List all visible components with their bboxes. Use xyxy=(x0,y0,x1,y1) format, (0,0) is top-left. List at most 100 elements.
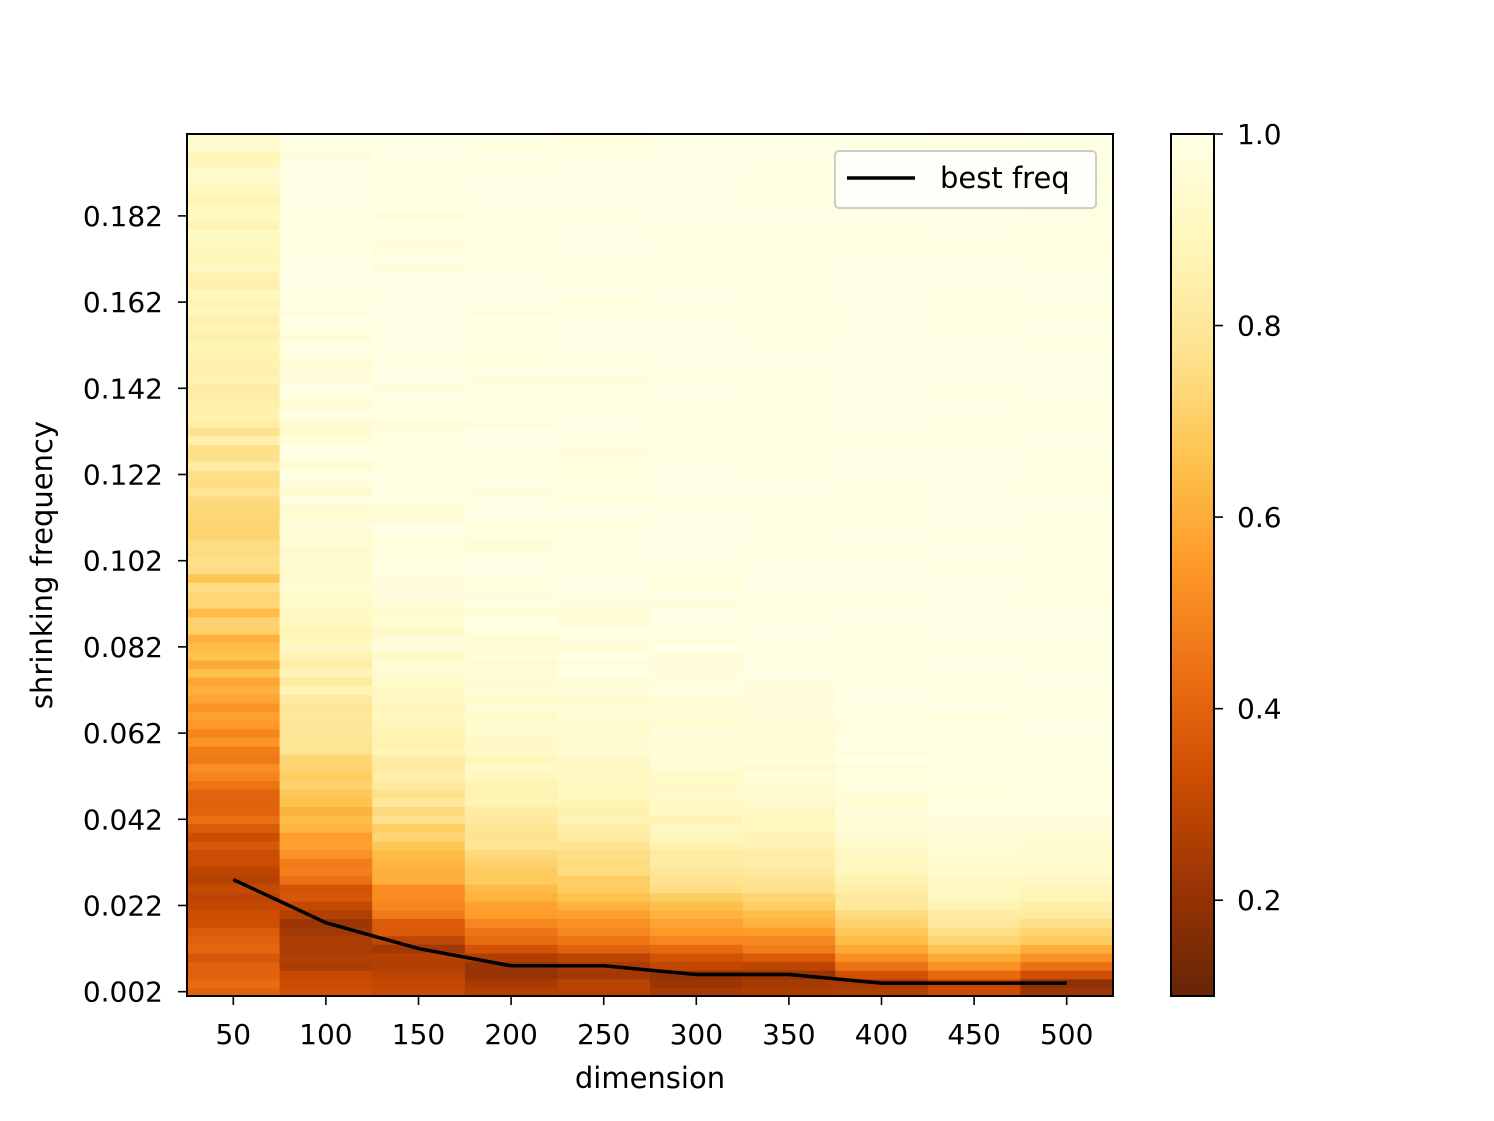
heatmap-cell xyxy=(927,297,1021,307)
heatmap-cell xyxy=(372,228,466,239)
heatmap-cell xyxy=(835,685,929,695)
heatmap-cell xyxy=(279,771,373,782)
heatmap-cell xyxy=(835,418,929,428)
heatmap-cell xyxy=(372,513,466,523)
heatmap-cell xyxy=(927,582,1021,592)
heatmap-cell xyxy=(187,168,281,178)
heatmap-cell xyxy=(557,427,651,437)
heatmap-cell xyxy=(557,840,651,851)
heatmap-cell xyxy=(1020,539,1114,549)
heatmap-cell xyxy=(372,297,466,307)
heatmap-cell xyxy=(742,409,836,420)
heatmap-cell xyxy=(279,202,373,213)
colorbar-tick-label: 0.6 xyxy=(1237,501,1282,534)
heatmap-cell xyxy=(650,504,744,514)
heatmap-cell xyxy=(279,935,373,945)
colorbar-gradient xyxy=(1171,134,1214,996)
heatmap-cell xyxy=(279,513,373,523)
heatmap-cell xyxy=(187,539,281,549)
heatmap-cell xyxy=(650,875,744,885)
heatmap-cell xyxy=(464,556,558,566)
heatmap-cell xyxy=(187,340,281,351)
heatmap-cell xyxy=(279,952,373,963)
heatmap-cell xyxy=(1020,599,1114,609)
heatmap-cell xyxy=(279,323,373,333)
heatmap-cell xyxy=(927,513,1021,523)
heatmap-cell xyxy=(557,694,651,704)
heatmap-cell xyxy=(742,771,836,782)
heatmap-cell xyxy=(835,970,929,980)
heatmap-cell xyxy=(650,883,744,894)
heatmap-cell xyxy=(279,237,373,247)
heatmap-cell xyxy=(279,504,373,514)
heatmap-cell xyxy=(927,711,1021,721)
heatmap-cell xyxy=(464,728,558,738)
heatmap-cell xyxy=(650,271,744,282)
heatmap-cell xyxy=(742,711,836,721)
heatmap-cell xyxy=(742,487,836,497)
y-tick-label: 0.122 xyxy=(83,458,163,491)
heatmap-cell xyxy=(927,918,1021,928)
heatmap-cell xyxy=(1020,858,1114,868)
heatmap-cell xyxy=(464,883,558,894)
heatmap-cell xyxy=(835,358,929,368)
heatmap-cell xyxy=(557,513,651,523)
heatmap-cell xyxy=(557,814,651,825)
heatmap-cell xyxy=(650,435,744,445)
heatmap-cell xyxy=(372,271,466,282)
heatmap-cell xyxy=(372,151,466,161)
heatmap-cell xyxy=(279,271,373,282)
heatmap-cell xyxy=(835,409,929,420)
heatmap-cell xyxy=(557,797,651,807)
heatmap-cell xyxy=(835,789,929,799)
heatmap-cell xyxy=(464,375,558,385)
heatmap-cell xyxy=(464,832,558,842)
heatmap-cell xyxy=(372,323,466,333)
heatmap-cell xyxy=(557,754,651,764)
heatmap-cell xyxy=(650,289,744,299)
heatmap-cell xyxy=(464,228,558,239)
heatmap-cell xyxy=(187,763,281,773)
heatmap-cell xyxy=(927,263,1021,273)
heatmap-cell xyxy=(742,978,836,988)
heatmap-cell xyxy=(927,435,1021,445)
heatmap-cell xyxy=(372,427,466,437)
heatmap-cell xyxy=(464,418,558,428)
heatmap-cell xyxy=(557,702,651,713)
heatmap-cell xyxy=(279,539,373,549)
heatmap-cell xyxy=(742,435,836,445)
heatmap-cell xyxy=(742,530,836,540)
heatmap-cell xyxy=(464,151,558,161)
legend-entry-best-freq: best freq xyxy=(940,161,1070,195)
heatmap-cell xyxy=(279,927,373,937)
heatmap-cell xyxy=(372,504,466,514)
heatmap-cell xyxy=(650,754,744,764)
heatmap-cell xyxy=(372,487,466,497)
heatmap-cell xyxy=(279,383,373,394)
heatmap-cell xyxy=(557,521,651,532)
heatmap-cell xyxy=(927,349,1021,359)
heatmap-cell xyxy=(557,539,651,549)
heatmap-cell xyxy=(650,496,744,506)
heatmap-cell xyxy=(927,590,1021,601)
heatmap-cell xyxy=(835,539,929,549)
heatmap-cell xyxy=(464,668,558,678)
x-tick-label: 100 xyxy=(299,1018,352,1051)
heatmap-cell xyxy=(1020,470,1114,480)
heatmap-cell xyxy=(187,892,281,902)
heatmap-cell xyxy=(650,513,744,523)
heatmap-cell xyxy=(279,487,373,497)
heatmap-cell xyxy=(835,987,929,997)
heatmap-cell xyxy=(835,134,929,144)
heatmap-cell xyxy=(464,271,558,282)
heatmap-cell xyxy=(557,168,651,178)
heatmap-cell xyxy=(464,168,558,178)
heatmap-cell xyxy=(557,573,651,583)
heatmap-cell xyxy=(187,349,281,359)
heatmap-cell xyxy=(927,547,1021,557)
heatmap-cell xyxy=(372,875,466,885)
heatmap-cell xyxy=(279,728,373,738)
heatmap-cell xyxy=(1020,961,1114,971)
heatmap-cell xyxy=(464,573,558,583)
heatmap-cell xyxy=(372,763,466,773)
